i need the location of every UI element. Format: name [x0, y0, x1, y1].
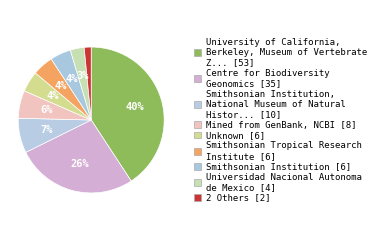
- Text: 4%: 4%: [46, 91, 59, 101]
- Wedge shape: [24, 73, 91, 120]
- Wedge shape: [70, 47, 91, 120]
- Text: 4%: 4%: [55, 81, 68, 91]
- Wedge shape: [35, 59, 91, 120]
- Wedge shape: [18, 91, 91, 120]
- Text: 40%: 40%: [125, 102, 144, 112]
- Wedge shape: [51, 50, 91, 120]
- Text: 26%: 26%: [70, 159, 89, 169]
- Text: 7%: 7%: [41, 125, 53, 135]
- Wedge shape: [91, 47, 164, 181]
- Wedge shape: [84, 47, 91, 120]
- Text: 6%: 6%: [41, 105, 53, 115]
- Wedge shape: [26, 120, 131, 193]
- Legend: University of California,
Berkeley, Museum of Vertebrate
Z... [53], Centre for B: University of California, Berkeley, Muse…: [190, 34, 371, 206]
- Text: 4%: 4%: [66, 74, 78, 84]
- Wedge shape: [18, 118, 91, 152]
- Text: 3%: 3%: [76, 71, 89, 81]
